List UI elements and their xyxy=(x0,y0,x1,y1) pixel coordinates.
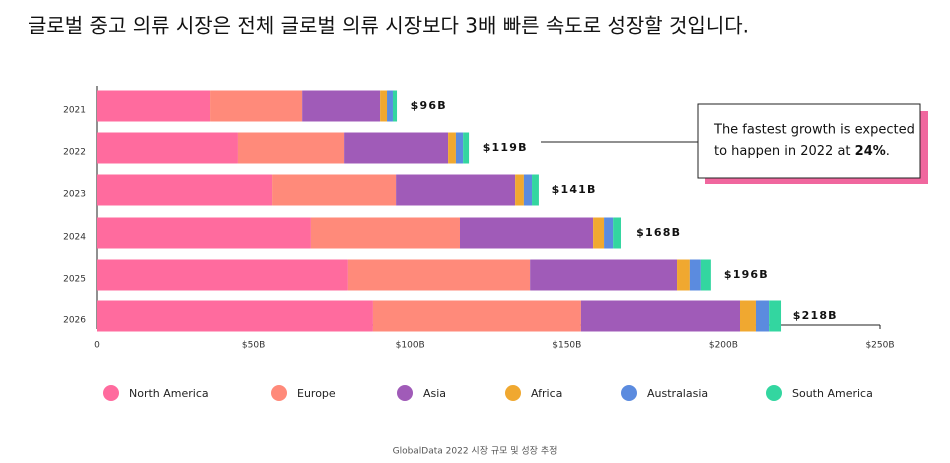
bar-segment xyxy=(604,217,614,249)
y-tick-label: 2021 xyxy=(63,106,86,116)
bar-segment xyxy=(380,90,388,122)
bar-segment xyxy=(97,132,238,164)
legend-swatch xyxy=(271,385,287,401)
y-tick-label: 2025 xyxy=(63,275,86,285)
legend-swatch xyxy=(103,385,119,401)
y-tick-label: 2026 xyxy=(63,316,86,326)
bar-segment xyxy=(593,217,605,249)
source: GlobalData 2022 시장 규모 및 성장 추정 xyxy=(393,445,558,457)
bar-segment xyxy=(302,90,381,122)
total-label: $141B xyxy=(552,183,597,196)
annotation-text: to happen in 2022 at xyxy=(714,144,855,159)
total-label: $196B xyxy=(724,268,769,281)
bar-segment xyxy=(515,174,524,206)
bar-segment xyxy=(677,259,690,291)
x-tick-label: $50B xyxy=(242,341,265,351)
bar-segment xyxy=(530,259,678,291)
bar-segment xyxy=(700,259,711,291)
bar-segment xyxy=(580,300,740,332)
bar-segment xyxy=(689,259,701,291)
bar-segment xyxy=(523,174,533,206)
x-tick-label: $100B xyxy=(396,341,425,351)
bar-segment xyxy=(310,217,460,249)
annotation-text: The fastest growth is expected xyxy=(713,123,915,138)
total-label: $218B xyxy=(793,309,838,322)
annotation-text: . xyxy=(886,144,890,159)
x-tick-label: $250B xyxy=(865,341,894,351)
bar-segment xyxy=(463,132,470,164)
bar-segment xyxy=(387,90,393,122)
legend-label: North America xyxy=(129,387,209,400)
legend-swatch xyxy=(505,385,521,401)
total-label: $96B xyxy=(411,99,447,112)
total-label: $119B xyxy=(483,141,528,154)
bar-segment xyxy=(739,300,756,332)
legend-swatch xyxy=(766,385,782,401)
bar-segment xyxy=(210,90,303,122)
bar-segment xyxy=(97,259,348,291)
x-tick-label: $200B xyxy=(709,341,738,351)
legend-label: Europe xyxy=(297,387,336,400)
bar-segment xyxy=(344,132,449,164)
bar-segment xyxy=(769,300,782,332)
bar-segment xyxy=(392,90,398,122)
bar-segment xyxy=(459,217,594,249)
bar-segment xyxy=(372,300,581,332)
legend-swatch xyxy=(397,385,413,401)
bar-segment xyxy=(455,132,464,164)
x-tick-label: $150B xyxy=(552,341,581,351)
bar-segment xyxy=(97,300,373,332)
y-tick-label: 2022 xyxy=(63,148,86,158)
bar-segment xyxy=(97,217,311,249)
total-label: $168B xyxy=(636,226,681,239)
annotation-text: to happen in 2022 at 24%. xyxy=(714,144,890,159)
bar-segment xyxy=(448,132,456,164)
bar-segment xyxy=(347,259,531,291)
annotation-box xyxy=(697,103,921,179)
legend-label: South America xyxy=(792,387,873,400)
y-tick-label: 2023 xyxy=(63,190,86,200)
x-tick-label: 0 xyxy=(94,341,100,351)
bar-segment xyxy=(396,174,516,206)
bar-segment xyxy=(237,132,345,164)
annotation-highlight: 24% xyxy=(855,144,886,159)
bar-segment xyxy=(97,90,211,122)
y-tick-label: 2024 xyxy=(63,233,86,243)
legend-swatch xyxy=(621,385,637,401)
bar-segment xyxy=(532,174,539,206)
bar-segment xyxy=(272,174,397,206)
bar-segment xyxy=(97,174,273,206)
legend-label: Australasia xyxy=(647,387,708,400)
chart-title: 글로벌 중고 의류 시장은 전체 글로벌 의류 시장보다 3배 빠른 속도로 성… xyxy=(28,14,749,38)
legend-label: Asia xyxy=(423,387,446,400)
legend-label: Africa xyxy=(531,387,562,400)
bar-segment xyxy=(755,300,770,332)
bar-segment xyxy=(613,217,621,249)
